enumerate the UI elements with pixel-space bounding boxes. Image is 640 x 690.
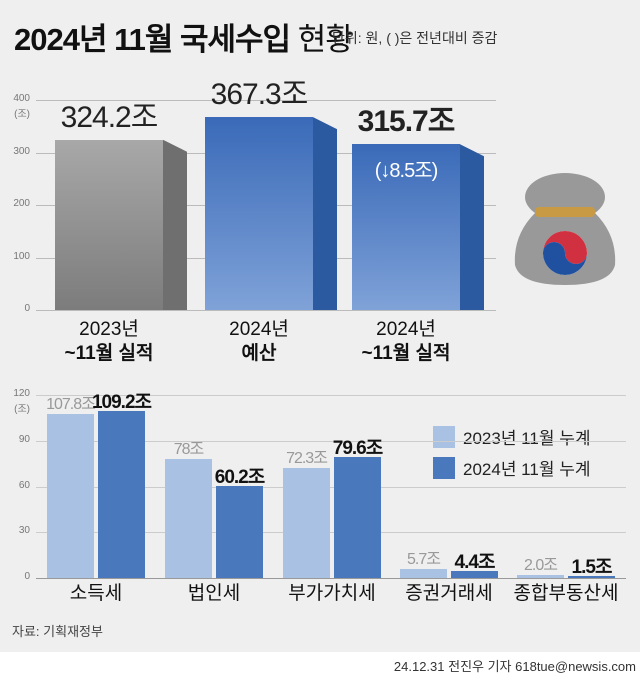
bar: [55, 139, 163, 310]
grid-line: [36, 100, 496, 101]
grid-line: [36, 440, 626, 442]
y-tick-label: 300: [13, 145, 30, 157]
page-title: 2024년 11월 국세수입 현황: [14, 14, 354, 59]
value-label: 367.3조: [210, 78, 309, 112]
legend-label: 2023년 11월 누계: [463, 429, 591, 448]
bar: [400, 569, 447, 578]
value-label: 2.0조: [524, 556, 558, 574]
value-label: 1.5조: [571, 556, 613, 578]
value-label: 72.3조: [286, 449, 328, 467]
bar: [334, 456, 381, 578]
category-label: 소득세: [69, 583, 123, 604]
y-tick-label: 200: [13, 198, 30, 209]
bar: [451, 571, 498, 578]
category-label: 증권거래세: [405, 583, 493, 604]
bar-side: [460, 144, 484, 310]
source-note: 자료: 기획재정부: [12, 624, 103, 639]
category-label: 2024년 ~11월 실적: [332, 318, 480, 366]
grid-line: [36, 310, 496, 311]
value-label: 324.2조: [60, 100, 159, 134]
legend-swatch: [433, 425, 455, 448]
category-line: 2024년: [376, 319, 436, 340]
category-label: 종합부동산세: [513, 583, 619, 604]
y-tick-label: 400: [13, 93, 30, 104]
y-axis-unit: (조): [14, 109, 30, 120]
bar: [47, 413, 94, 578]
bar-side: [163, 139, 187, 310]
value-label: 60.2조: [214, 467, 265, 489]
bar-side: [313, 117, 337, 310]
unit-note: 단위: 원, ( )은 전년대비 증감: [332, 30, 498, 46]
grid-line: [36, 532, 626, 534]
money-bag-icon: [514, 173, 616, 285]
bar: [205, 117, 313, 310]
bar: [283, 467, 330, 578]
category-label: 부가가치세: [288, 583, 376, 604]
title-light: 현황: [297, 22, 354, 57]
legend-item-2023: 2023년 11월 누계: [433, 424, 590, 449]
legend-swatch: [433, 456, 455, 479]
title-main: 2024년 11월 국세수입: [14, 22, 291, 57]
category-line: 2024년: [229, 319, 289, 340]
y-tick-label: 120: [13, 388, 30, 399]
bar: [568, 575, 615, 578]
bar: [517, 574, 564, 578]
value-label: 78조: [173, 441, 205, 459]
category-label: 2023년 ~11월 실적: [35, 318, 183, 366]
change-label: (↓8.5조): [374, 160, 439, 183]
value-label: 315.7조: [357, 105, 456, 139]
category-line: ~11월 실적: [64, 343, 154, 364]
grid-line: [36, 486, 626, 488]
y-axis-unit: (조): [14, 404, 30, 415]
y-tick-label: 0: [24, 303, 30, 314]
y-tick-label: 90: [18, 433, 30, 445]
bar: [98, 411, 145, 578]
bar: [352, 144, 460, 310]
y-tick-label: 0: [24, 571, 30, 582]
grid-line: [36, 578, 626, 579]
legend-item-2024: 2024년 11월 누계: [433, 455, 590, 480]
y-tick-label: 100: [13, 250, 30, 262]
category-label: 법인세: [187, 583, 241, 604]
bar: [216, 486, 263, 578]
category-line: 예산: [241, 343, 277, 364]
category-line: 2023년: [79, 319, 139, 340]
y-tick-label: 30: [18, 525, 30, 537]
credit-line: 24.12.31 전진우 기자 618tue@newsis.com: [393, 659, 636, 674]
legend-label: 2024년 11월 누계: [463, 460, 591, 479]
bar: [165, 459, 212, 578]
grid-line: [36, 395, 626, 396]
value-label: 5.7조: [407, 551, 441, 569]
category-line: ~11월 실적: [361, 343, 451, 364]
value-label: 109.2조: [91, 392, 152, 414]
value-label: 79.6조: [332, 437, 383, 459]
y-tick-label: 60: [18, 479, 30, 491]
value-label: 107.8조: [46, 395, 96, 413]
value-label: 4.4조: [454, 552, 496, 574]
